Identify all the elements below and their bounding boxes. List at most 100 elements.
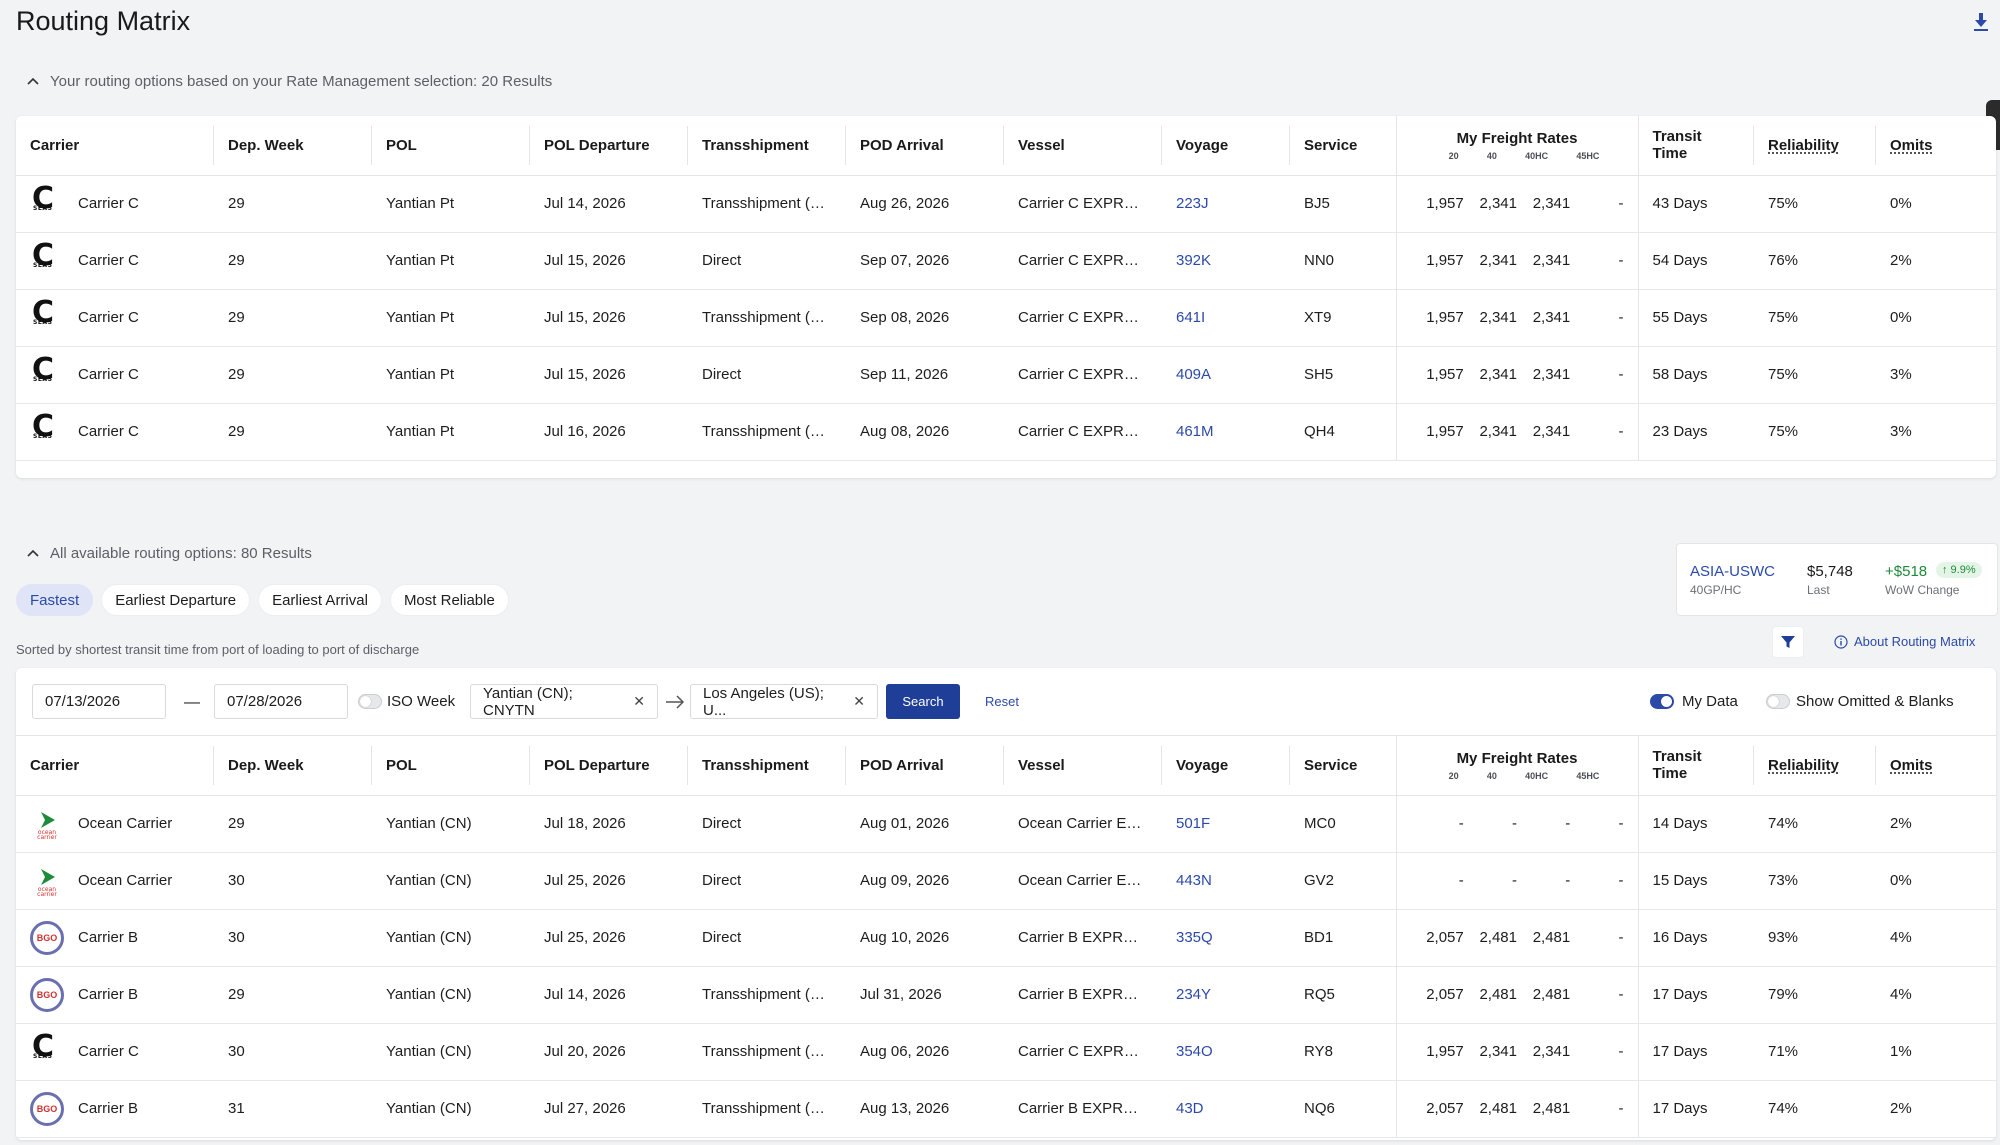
rate-45hc-value: - (1618, 1043, 1624, 1060)
voyage-link[interactable]: 354O (1176, 1043, 1213, 1060)
col-dep-week[interactable]: Dep. Week (214, 736, 372, 796)
voyage-link[interactable]: 501F (1176, 815, 1211, 832)
col-reliability[interactable]: Reliability (1754, 736, 1876, 796)
pod-arrival-cell: Aug 13, 2026 (846, 1080, 1004, 1138)
vessel-cell: Ocean Carrier EXP... (1004, 795, 1162, 853)
filter-button[interactable] (1772, 626, 1804, 658)
voyage-link[interactable]: 461M (1176, 423, 1214, 440)
tab-fastest[interactable]: Fastest (16, 584, 94, 616)
voyage-link[interactable]: 641I (1176, 309, 1206, 326)
rate-management-section-toggle[interactable]: Your routing options based on your Rate … (16, 71, 552, 91)
show-omitted-toggle[interactable] (1766, 694, 1790, 709)
destination-port-value: Los Angeles (US); U... (703, 684, 824, 719)
col-omits[interactable]: Omits (1876, 116, 1996, 176)
all-options-section-toggle[interactable]: All available routing options: 80 Result… (16, 543, 312, 563)
reliability-label[interactable]: Reliability (1768, 756, 1839, 774)
col-service[interactable]: Service (1290, 736, 1396, 796)
about-routing-matrix-label[interactable]: About Routing Matrix (1854, 634, 1976, 649)
col-carrier[interactable]: Carrier (16, 116, 214, 176)
col-pol[interactable]: POL (372, 736, 530, 796)
tab-earliest-departure[interactable]: Earliest Departure (101, 584, 251, 616)
voyage-link[interactable]: 43D (1176, 1100, 1204, 1117)
reset-button[interactable]: Reset (985, 694, 1019, 709)
voyage-cell: 354O (1162, 1023, 1290, 1081)
rate-40hc-value: 2,341 (1532, 1043, 1571, 1060)
download-icon[interactable] (1972, 12, 1990, 32)
table-row[interactable]: ocean carrier Ocean Carrier 30 Yantian (CN) J… (16, 852, 1996, 910)
close-icon[interactable]: ✕ (853, 693, 865, 709)
date-from-input[interactable]: 07/13/2026 (32, 684, 166, 719)
col-transit-time[interactable]: Transit Time (1638, 736, 1754, 796)
about-routing-matrix-link[interactable]: About Routing Matrix (1834, 634, 1975, 649)
col-voyage[interactable]: Voyage (1162, 736, 1290, 796)
origin-port-chip[interactable]: Yantian (CN); CNYTN ✕ (470, 684, 658, 719)
carrier-name: Ocean Carrier (78, 815, 173, 832)
col-transshipment[interactable]: Transshipment (688, 736, 846, 796)
tab-most-reliable[interactable]: Most Reliable (389, 584, 509, 616)
col-vessel[interactable]: Vessel (1004, 116, 1162, 176)
iso-week-toggle[interactable] (358, 694, 382, 709)
rate-20-value: 1,957 (1426, 195, 1464, 212)
voyage-link[interactable]: 335Q (1176, 929, 1213, 946)
col-carrier[interactable]: Carrier (16, 736, 214, 796)
voyage-link[interactable]: 223J (1176, 195, 1209, 212)
table-row[interactable]: C SEAS Carrier C 29 Yantian Pt Jul 15, 2026 Tr… (16, 289, 1996, 347)
filter-icon[interactable] (1781, 635, 1795, 649)
voyage-cell: 443N (1162, 852, 1290, 910)
rate-40-value: 2,341 (1479, 252, 1517, 269)
date-to-input[interactable]: 07/28/2026 (214, 684, 348, 719)
table-row[interactable]: C SEAS Carrier C 29 Yantian Pt Jul 15, 2026 Di… (16, 346, 1996, 404)
voyage-link[interactable]: 234Y (1176, 986, 1212, 1003)
info-icon (1834, 634, 1848, 649)
voyage-link[interactable]: 409A (1176, 366, 1212, 383)
carrier-c-logo-icon: C SEAS (32, 237, 55, 273)
voyage-link[interactable]: 443N (1176, 872, 1212, 889)
carrier-c-logo-icon: C SEAS (32, 1028, 55, 1064)
col-pol-departure[interactable]: POL Departure (530, 736, 688, 796)
search-button[interactable]: Search (886, 684, 960, 719)
my-data-toggle[interactable] (1650, 694, 1674, 709)
col-vessel[interactable]: Vessel (1004, 736, 1162, 796)
table-row[interactable]: C SEAS Carrier C 29 Yantian Pt Jul 14, 2026 Tr… (16, 175, 1996, 233)
omits-label[interactable]: Omits (1890, 136, 1933, 154)
carrier-name: Carrier C (78, 366, 139, 383)
col-pol-departure[interactable]: POL Departure (530, 116, 688, 176)
rate-management-results-table: Carrier Dep. Week POL POL Departure Tran… (16, 116, 1996, 478)
voyage-cell: 335Q (1162, 909, 1290, 967)
close-icon[interactable]: ✕ (633, 693, 645, 709)
market-change-label: WoW Change (1885, 583, 1960, 597)
transshipment-cell: Direct (688, 346, 846, 404)
col-transit-time[interactable]: Transit Time (1638, 116, 1754, 176)
table-row[interactable]: C SEAS Carrier C 29 Yantian Pt Jul 15, 2026 Di… (16, 232, 1996, 290)
col-service[interactable]: Service (1290, 116, 1396, 176)
col-dep-week[interactable]: Dep. Week (214, 116, 372, 176)
table-row[interactable]: ocean carrier Ocean Carrier 29 Yantian (CN) J… (16, 795, 1996, 853)
tab-earliest-arrival[interactable]: Earliest Arrival (258, 584, 382, 616)
table-row[interactable]: BGO Carrier B 31 Yantian (CN) Jul 27, 2026 Tr… (16, 1080, 1996, 1138)
table-row[interactable]: BGO Carrier B 29 Yantian (CN) Jul 14, 2026 Tr… (16, 966, 1996, 1024)
carrier-name: Carrier C (78, 1043, 139, 1060)
rates-cell: 2,057 2,481 2,481 - (1395, 966, 1639, 1024)
market-change-value: +$518 (1885, 563, 1928, 580)
col-reliability[interactable]: Reliability (1754, 116, 1876, 176)
destination-port-chip[interactable]: Los Angeles (US); U... ✕ (690, 684, 878, 719)
rates-cell: 2,057 2,481 2,481 - (1395, 1080, 1639, 1138)
table-row[interactable]: C SEAS Carrier C 29 Yantian Pt Jul 16, 2026 Tr… (16, 403, 1996, 461)
page-title: Routing Matrix (16, 6, 191, 36)
col-transshipment[interactable]: Transshipment (688, 116, 846, 176)
omits-label[interactable]: Omits (1890, 756, 1933, 774)
voyage-link[interactable]: 392K (1176, 252, 1212, 269)
reliability-label[interactable]: Reliability (1768, 136, 1839, 154)
col-pod-arrival[interactable]: POD Arrival (846, 116, 1004, 176)
pod-arrival-cell: Aug 26, 2026 (846, 175, 1004, 233)
table-row[interactable]: C SEAS Carrier C 30 Yantian (CN) Jul 20, 2026… (16, 1023, 1996, 1081)
table-row[interactable]: BGO Carrier B 30 Yantian (CN) Jul 25, 2026 Di… (16, 909, 1996, 967)
col-omits[interactable]: Omits (1876, 736, 1996, 796)
chevron-up-icon[interactable] (16, 71, 50, 91)
date-range-separator: — (184, 694, 200, 711)
col-pod-arrival[interactable]: POD Arrival (846, 736, 1004, 796)
col-voyage[interactable]: Voyage (1162, 116, 1290, 176)
market-lane[interactable]: ASIA-USWC (1690, 563, 1776, 580)
chevron-up-icon[interactable] (16, 543, 50, 563)
col-pol[interactable]: POL (372, 116, 530, 176)
